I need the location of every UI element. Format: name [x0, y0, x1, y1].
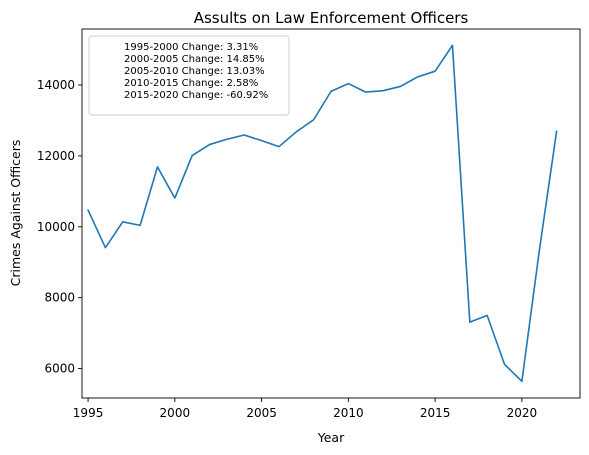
legend-entry: 2010-2015 Change: 2.58% [124, 78, 258, 89]
x-tick-label: 1995 [73, 406, 104, 420]
y-tick-label: 14000 [37, 78, 75, 92]
x-axis-label: Year [317, 430, 345, 445]
legend-box [88, 35, 290, 116]
x-axis-ticks: 1995 2000 2005 2010 2015 2020 [73, 398, 537, 420]
legend: 1995-2000 Change: 3.31% 2000-2005 Change… [88, 35, 290, 116]
plot-frame [81, 28, 581, 399]
y-axis-label: Crimes Against Officers [8, 140, 23, 287]
legend-entry: 2005-2010 Change: 13.03% [124, 66, 265, 77]
x-tick-label: 2020 [507, 406, 538, 420]
y-tick-label: 6000 [44, 362, 75, 376]
x-tick-label: 2005 [246, 406, 277, 420]
x-tick-label: 2000 [160, 406, 191, 420]
legend-entry: 1995-2000 Change: 3.31% [124, 42, 258, 53]
legend-entry: 2015-2020 Change: -60.92% [124, 90, 268, 101]
y-tick-label: 12000 [37, 149, 75, 163]
chart-title: Assults on Law Enforcement Officers [194, 9, 469, 27]
series-line [87, 44, 558, 383]
legend-entry: 2000-2005 Change: 14.85% [124, 54, 265, 65]
y-axis-ticks: 6000 8000 10000 12000 14000 [37, 78, 82, 376]
y-tick-label: 10000 [37, 220, 75, 234]
x-tick-label: 2015 [420, 406, 451, 420]
y-tick-label: 8000 [44, 291, 75, 305]
x-tick-label: 2010 [333, 406, 364, 420]
